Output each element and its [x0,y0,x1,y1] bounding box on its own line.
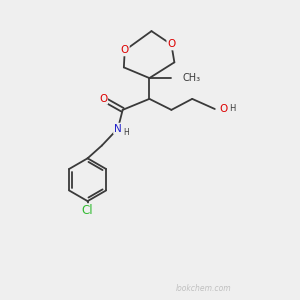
Text: Cl: Cl [82,204,93,217]
Text: lookchem.com: lookchem.com [176,284,231,293]
Text: O: O [219,104,227,114]
Text: O: O [121,45,129,56]
Text: H: H [230,104,236,113]
Text: H: H [123,128,129,137]
Text: CH₃: CH₃ [183,73,201,83]
Text: N: N [114,124,122,134]
Text: O: O [167,40,175,50]
Text: O: O [99,94,107,104]
